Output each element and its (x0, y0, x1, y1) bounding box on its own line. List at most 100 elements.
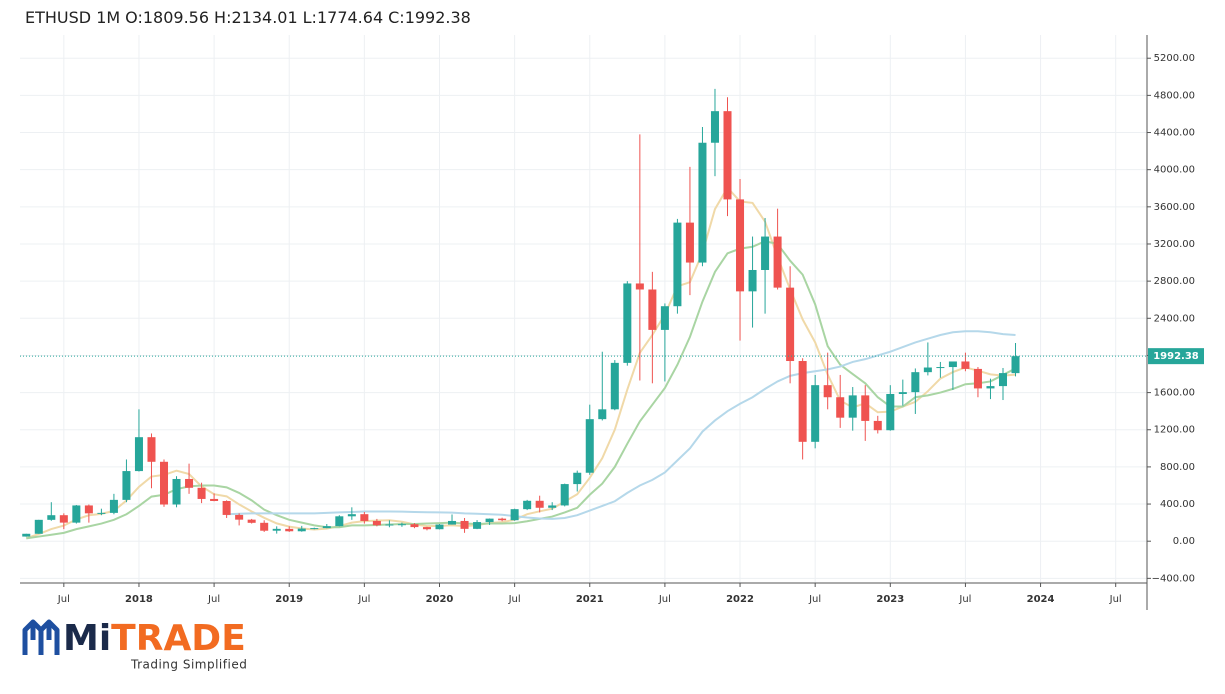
candle-body (523, 500, 532, 510)
candle-body (998, 373, 1008, 387)
x-tick-label: Jul (508, 594, 521, 605)
candle-body (422, 527, 431, 530)
candle-body (635, 283, 644, 290)
y-tick-label: 3200.00 (1154, 239, 1195, 250)
candle-body (811, 385, 820, 442)
y-tick-label: 800.00 (1160, 462, 1195, 473)
candle-body (660, 306, 669, 330)
symbol: ETHUSD 1M (25, 8, 120, 27)
candle-body (122, 471, 131, 500)
x-tick-label: Jul (357, 594, 370, 605)
candle-body (372, 520, 381, 526)
candle-body (59, 515, 68, 523)
candle-body (923, 367, 932, 373)
ohlc-label: C: (388, 8, 405, 27)
y-tick-label: −400.00 (1152, 573, 1195, 584)
x-tick-label: 2019 (275, 594, 303, 605)
candle-body (685, 222, 694, 263)
candle-body (736, 199, 745, 292)
plot: 1992.38 (20, 88, 1204, 540)
candle-body (385, 524, 394, 526)
candle-body (698, 142, 707, 263)
candle-body (723, 111, 732, 200)
logo: MiTRADE Trading Simplified (22, 618, 247, 672)
candle-body (973, 368, 982, 389)
x-tick-label: Jul (1109, 594, 1122, 605)
candle-body (185, 478, 194, 488)
y-tick-label: 5200.00 (1154, 53, 1195, 64)
candle-body (235, 514, 244, 520)
y-tick-label: 400.00 (1160, 499, 1195, 510)
x-tick-label: Jul (658, 594, 671, 605)
candle-body (986, 386, 995, 389)
candle-body (310, 528, 319, 530)
moving-average (226, 330, 1016, 520)
candle-body (210, 498, 219, 501)
candle-body (710, 111, 719, 143)
candle-body (410, 524, 419, 528)
candle-body (761, 236, 770, 270)
ohlc-label: O: (125, 8, 143, 27)
candle-body (172, 478, 181, 505)
candle-body (610, 362, 619, 410)
price-label-box (1148, 348, 1204, 365)
candle-body (197, 487, 206, 499)
candle-body (823, 385, 832, 398)
candle-body (798, 361, 807, 442)
candle-body (448, 520, 457, 525)
logo-text: MiTRADE (63, 618, 246, 659)
logo-tagline: Trading Simplified (130, 658, 247, 672)
y-tick-label: 3600.00 (1154, 202, 1195, 213)
y-tick-label: 1200.00 (1154, 425, 1195, 436)
y-tick-label: 2800.00 (1154, 276, 1195, 287)
candle-body (948, 361, 957, 368)
ohlc-value: 1992.38 (405, 8, 471, 27)
candle-body (886, 393, 895, 431)
candle-body (485, 518, 494, 523)
candle-body (585, 419, 594, 473)
candle-body (873, 420, 882, 431)
candle-body (560, 484, 569, 506)
x-tick-label: Jul (57, 594, 70, 605)
candle-body (961, 361, 970, 369)
candle-body (322, 526, 331, 529)
x-tick-label: 2024 (1027, 594, 1055, 605)
y-tick-label: 0.00 (1173, 536, 1195, 547)
candle-body (47, 515, 56, 520)
candle-body (159, 461, 169, 505)
candle-body (898, 392, 907, 394)
ohlc-value: 1774.64 (317, 8, 383, 27)
candle-body (598, 409, 607, 420)
candle-body (97, 512, 106, 514)
ohlc-value: 2134.01 (231, 8, 297, 27)
candle-body (84, 505, 93, 514)
candle-body (673, 222, 682, 307)
x-tick-label: 2022 (726, 594, 754, 605)
candle-body (222, 500, 231, 515)
y-tick-label: 4000.00 (1154, 165, 1195, 176)
candle-body (848, 395, 857, 418)
candle-body (22, 533, 31, 537)
candle-body (911, 372, 920, 393)
logo-trade: TRADE (111, 618, 246, 659)
candle-body (147, 437, 156, 462)
candle-body (1011, 356, 1020, 374)
chart-title: ETHUSD 1M O:1809.56 H:2134.01 L:1774.64 C:19… (25, 8, 471, 27)
candle-body (347, 514, 356, 517)
candle-body (573, 472, 582, 485)
grid: −400.000.00400.00800.001200.001600.00200… (20, 35, 1195, 610)
x-tick-label: Jul (207, 594, 220, 605)
candle-body (335, 516, 344, 527)
candle-body (260, 522, 269, 531)
candle-body (272, 528, 281, 531)
y-tick-label: 4800.00 (1154, 90, 1195, 101)
candle-body (836, 397, 845, 418)
candle-body (72, 505, 81, 523)
x-tick-label: Jul (808, 594, 821, 605)
candle-body (34, 519, 43, 534)
candle-body (247, 519, 256, 523)
candle-body (861, 395, 870, 421)
candle-body (285, 528, 294, 532)
ohlc-label: L: (303, 8, 317, 27)
